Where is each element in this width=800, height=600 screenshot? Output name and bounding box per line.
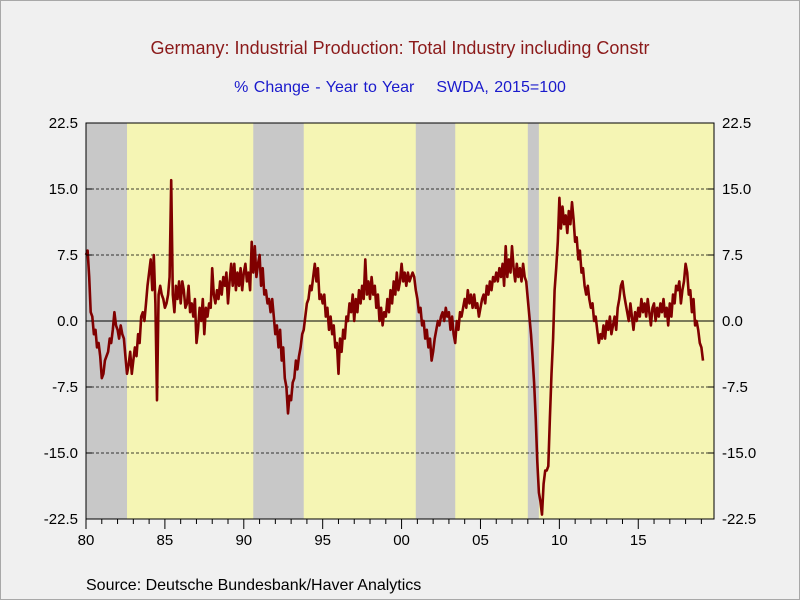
- y-tick-label-right: -15.0: [722, 445, 756, 462]
- y-tick-label-right: 0.0: [722, 313, 743, 330]
- y-tick-label-left: -22.5: [44, 511, 78, 528]
- x-tick-label: 15: [630, 532, 647, 549]
- y-tick-label-right: -7.5: [722, 379, 748, 396]
- source-note: Source: Deutsche Bundesbank/Haver Analyt…: [86, 577, 422, 594]
- x-tick-label: 90: [235, 532, 252, 549]
- series-line-ip-yoy: [84, 178, 705, 516]
- x-tick-label: 80: [78, 532, 95, 549]
- y-tick-label-left: -15.0: [44, 445, 78, 462]
- x-tick-label: 00: [393, 532, 410, 549]
- subtitle-units: % Change - Year to Year: [234, 79, 415, 96]
- y-tick-label-left: 0.0: [57, 313, 78, 330]
- y-tick-label-right: -22.5: [722, 511, 756, 528]
- x-tick-label: 10: [551, 532, 568, 549]
- y-tick-label-right: 22.5: [722, 115, 751, 132]
- y-tick-label-right: 15.0: [722, 181, 751, 198]
- x-tick-label: 85: [157, 532, 174, 549]
- y-tick-label-left: 15.0: [49, 181, 78, 198]
- y-tick-label-right: 7.5: [722, 247, 743, 264]
- y-tick-label-left: 7.5: [57, 247, 78, 264]
- subtitle-basis: SWDA, 2015=100: [436, 79, 566, 96]
- x-tick-label: 95: [314, 532, 331, 549]
- y-tick-label-left: -7.5: [52, 379, 78, 396]
- x-tick-label: 05: [472, 532, 489, 549]
- y-tick-label-left: 22.5: [49, 115, 78, 132]
- chart-title: Germany: Industrial Production: Total In…: [150, 38, 650, 58]
- chart-subtitle: % Change - Year to Year SWDA, 2015=100: [0, 79, 800, 97]
